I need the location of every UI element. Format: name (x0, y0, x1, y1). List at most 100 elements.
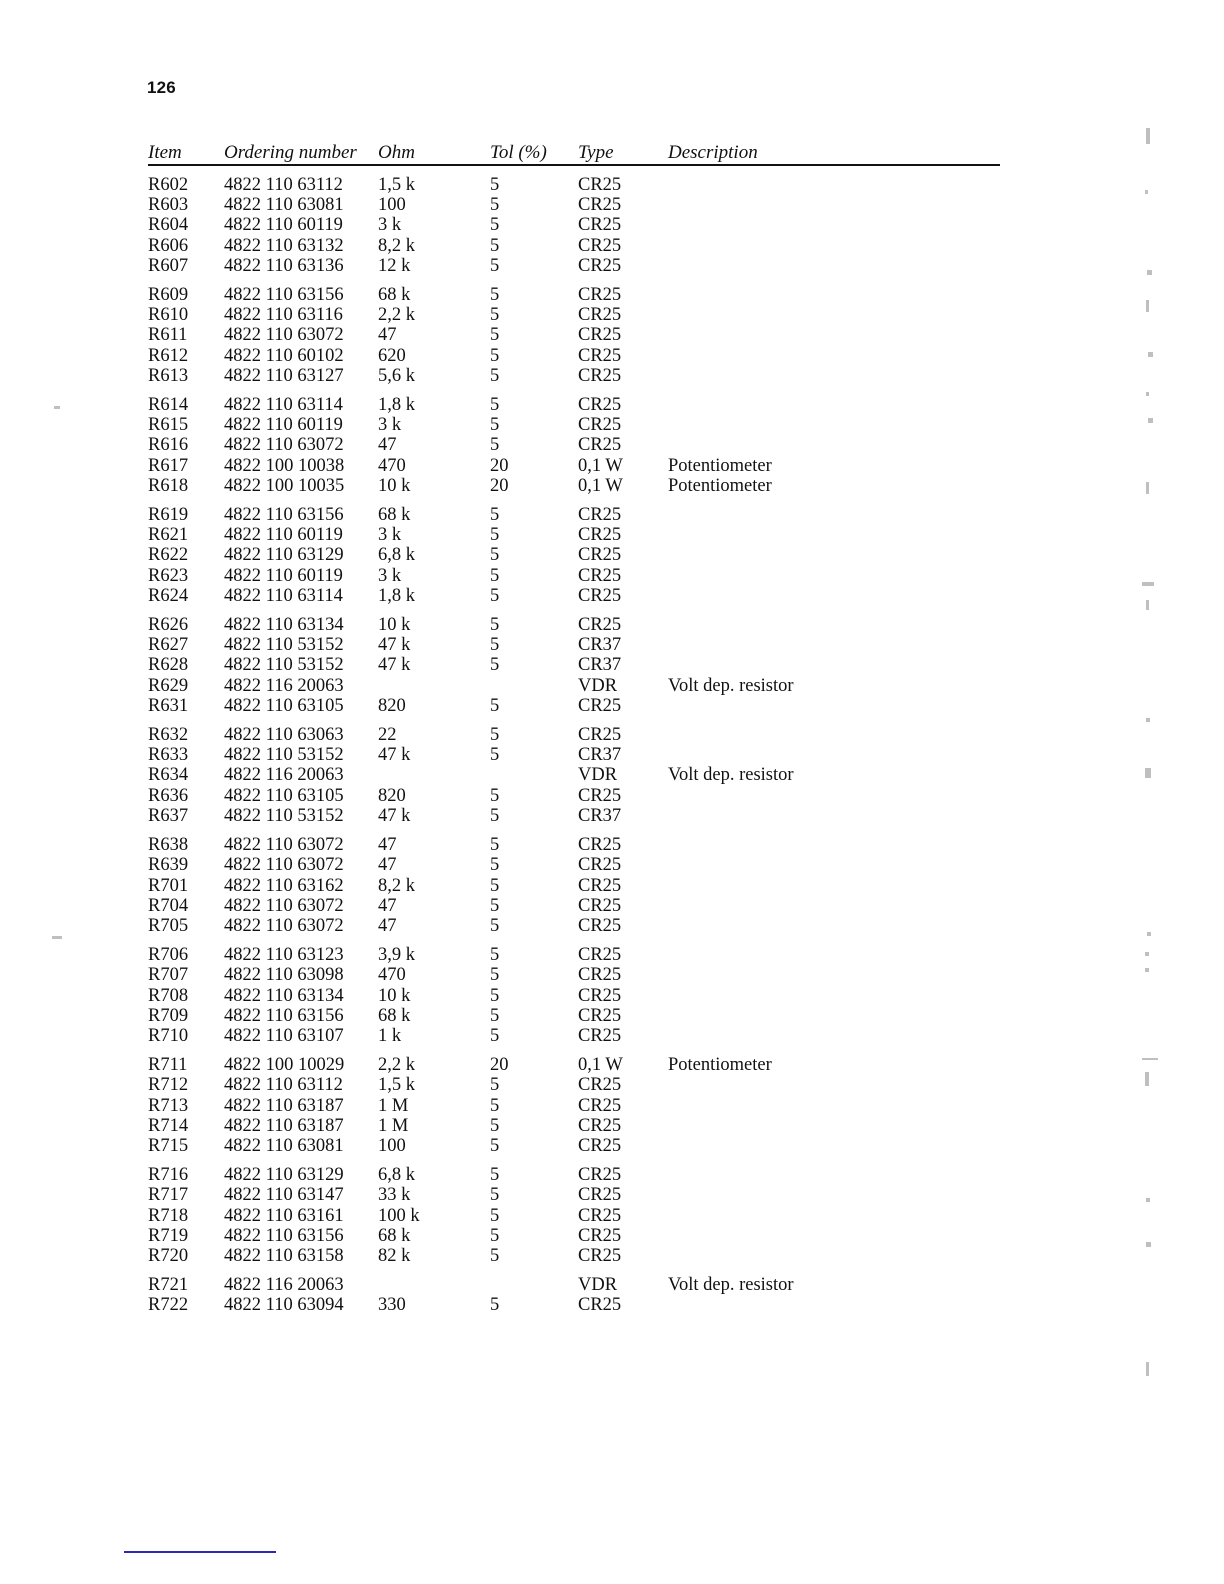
cell-ordering-number: 4822 110 63129 (224, 545, 344, 566)
cell-tolerance: 5 (490, 1205, 500, 1226)
cell-ohm: 47 (378, 895, 397, 916)
table-row: R621 4822 110 60119 3 k 5 CR25 (148, 525, 1008, 545)
cell-item: R632 (148, 725, 189, 746)
cell-tolerance: 5 (490, 565, 500, 586)
cell-description (668, 325, 1008, 345)
cell-description (668, 175, 1008, 195)
table-row: R618 4822 100 10035 10 k 20 0,1 W Potentiomet… (148, 476, 1008, 496)
cell-tolerance: 5 (490, 745, 500, 766)
table-row: R610 4822 110 63116 2,2 k 5 CR25 (148, 305, 1008, 325)
cell-ohm: 47 (378, 435, 397, 456)
cell-item: R602 (148, 175, 189, 195)
cell-ohm: 8,2 k (378, 875, 415, 896)
cell-description: Potentiometer (668, 455, 772, 476)
cell-ordering-number: 4822 110 63105 (224, 695, 344, 716)
cell-item: R712 (148, 1075, 189, 1096)
cell-type: VDR (578, 765, 618, 786)
cell-ohm: 820 (378, 695, 406, 716)
cell-description (668, 215, 1008, 235)
cell-ohm: 1,5 k (378, 175, 415, 195)
table-row: R722 4822 110 63094 330 5 CR25 (148, 1295, 1008, 1315)
table-row: R710 4822 110 63107 1 k 5 CR25 (148, 1026, 1008, 1046)
scan-speck (1146, 128, 1150, 144)
cell-ohm: 1 M (378, 1095, 409, 1116)
cell-type: CR25 (578, 1025, 622, 1046)
cell-tolerance: 5 (490, 655, 500, 676)
column-header-ordering-number: Ordering number (224, 142, 357, 163)
cell-item: R705 (148, 915, 189, 936)
table-row: R718 4822 110 63161 100 k 5 CR25 (148, 1206, 1008, 1226)
cell-ohm: 3 k (378, 525, 402, 546)
cell-ordering-number: 4822 110 63162 (224, 875, 344, 896)
cell-tolerance: 5 (490, 395, 500, 416)
cell-ordering-number: 4822 110 63072 (224, 325, 344, 346)
cell-ordering-number: 4822 110 63156 (224, 1225, 344, 1246)
scan-speck (1146, 392, 1149, 396)
cell-ordering-number: 4822 110 63156 (224, 285, 344, 306)
parts-list-table-container: Item Ordering number Ohm Tol (%) Type De… (148, 142, 1008, 1316)
cell-ohm: 47 k (378, 745, 411, 766)
cell-ohm: 100 (378, 195, 406, 216)
cell-item: R721 (148, 1275, 189, 1296)
cell-item: R707 (148, 965, 189, 986)
cell-tolerance: 5 (490, 635, 500, 656)
cell-item: R628 (148, 655, 189, 676)
cell-description (668, 195, 1008, 215)
cell-type: CR25 (578, 1135, 622, 1156)
table-row: R613 4822 110 63127 5,6 k 5 CR25 (148, 366, 1008, 386)
column-header-tolerance: Tol (%) (490, 142, 547, 163)
table-row: R719 4822 110 63156 68 k 5 CR25 (148, 1226, 1008, 1246)
header-rule-cell (148, 164, 1008, 175)
cell-description: Volt dep. resistor (668, 675, 794, 696)
cell-type: CR25 (578, 305, 622, 326)
table-row: R602 4822 110 63112 1,5 k 5 CR25 (148, 175, 1008, 195)
cell-tolerance: 5 (490, 965, 500, 986)
cell-ohm (378, 1266, 490, 1295)
cell-tolerance: 20 (490, 1055, 509, 1076)
cell-description (668, 786, 1008, 806)
cell-tolerance: 5 (490, 1095, 500, 1116)
cell-ohm: 47 k (378, 635, 411, 656)
cell-tolerance (490, 676, 578, 696)
cell-tolerance: 5 (490, 415, 500, 436)
cell-description (668, 965, 1008, 985)
cell-description (668, 1226, 1008, 1246)
scan-speck (1142, 582, 1154, 586)
table-row: R603 4822 110 63081 100 5 CR25 (148, 195, 1008, 215)
cell-item: R711 (148, 1055, 188, 1076)
cell-ordering-number: 4822 116 20063 (224, 765, 344, 786)
table-row: R638 4822 110 63072 47 5 CR25 (148, 826, 1008, 855)
cell-type: CR25 (578, 365, 622, 386)
cell-ordering-number: 4822 110 53152 (224, 805, 344, 826)
cell-item: R714 (148, 1115, 189, 1136)
cell-tolerance: 5 (490, 785, 500, 806)
cell-tolerance: 5 (490, 1025, 500, 1046)
cell-ohm: 3 k (378, 215, 402, 236)
cell-tolerance: 5 (490, 915, 500, 936)
table-row: R712 4822 110 63112 1,5 k 5 CR25 (148, 1075, 1008, 1095)
cell-ohm: 68 k (378, 1225, 411, 1246)
cell-type: CR25 (578, 395, 622, 416)
cell-type: CR25 (578, 785, 622, 806)
cell-description (668, 896, 1008, 916)
cell-type: CR25 (578, 435, 622, 456)
cell-ohm: 47 k (378, 805, 411, 826)
table-row: R616 4822 110 63072 47 5 CR25 (148, 435, 1008, 455)
cell-type: CR25 (578, 1205, 622, 1226)
cell-tolerance: 5 (490, 175, 500, 195)
cell-ordering-number: 4822 100 10038 (224, 455, 345, 476)
cell-type: 0,1 W (578, 1055, 623, 1076)
cell-description (668, 1075, 1008, 1095)
cell-description (668, 586, 1008, 606)
cell-item: R713 (148, 1095, 189, 1116)
cell-ohm: 1 k (378, 1025, 402, 1046)
cell-description (668, 936, 1008, 965)
cell-tolerance: 5 (490, 615, 500, 636)
cell-tolerance: 5 (490, 725, 500, 746)
cell-ordering-number: 4822 110 53152 (224, 745, 344, 766)
cell-ohm: 68 k (378, 505, 411, 526)
cell-ordering-number: 4822 110 60119 (224, 215, 343, 236)
scan-speck (1146, 600, 1149, 610)
cell-ohm (378, 765, 490, 785)
